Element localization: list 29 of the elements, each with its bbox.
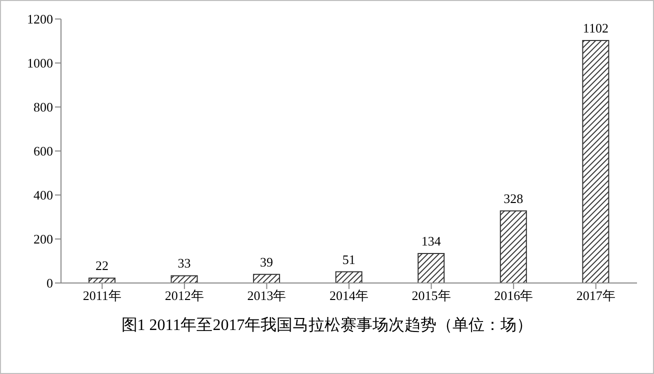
x-tick-label: 2017年 [576,288,616,304]
x-tick-label: 2014年 [330,288,368,304]
bar [253,274,280,283]
y-tick-label: 1000 [27,56,53,71]
y-tick-label: 0 [46,276,53,291]
x-tick-label: 2011年 [82,288,122,304]
bar [335,271,362,283]
y-tick-label: 1200 [27,12,53,27]
bar [582,40,610,283]
y-tick-label: 800 [34,100,53,115]
data-label: 1102 [582,20,608,36]
data-label: 51 [342,252,356,267]
y-tick-label: 400 [34,188,53,203]
data-label: 328 [504,190,524,206]
x-tick-label: 2012年 [164,288,204,304]
x-tick-label: 2015年 [412,288,451,304]
x-tick-label: 2016年 [494,288,534,304]
bar [418,253,445,283]
x-tick-label: 2013年 [247,288,286,304]
data-label: 33 [178,256,191,271]
y-tick-label: 200 [34,232,53,247]
data-label: 134 [421,234,442,249]
y-tick-label: 600 [34,144,53,159]
data-label: 22 [95,258,108,274]
text: 图1 2011年至2017年我国马拉松赛事场次趋势（单位：场） [120,316,534,336]
bar [170,275,198,283]
bar [88,278,116,283]
data-label: 39 [260,254,274,270]
bar [500,210,527,283]
